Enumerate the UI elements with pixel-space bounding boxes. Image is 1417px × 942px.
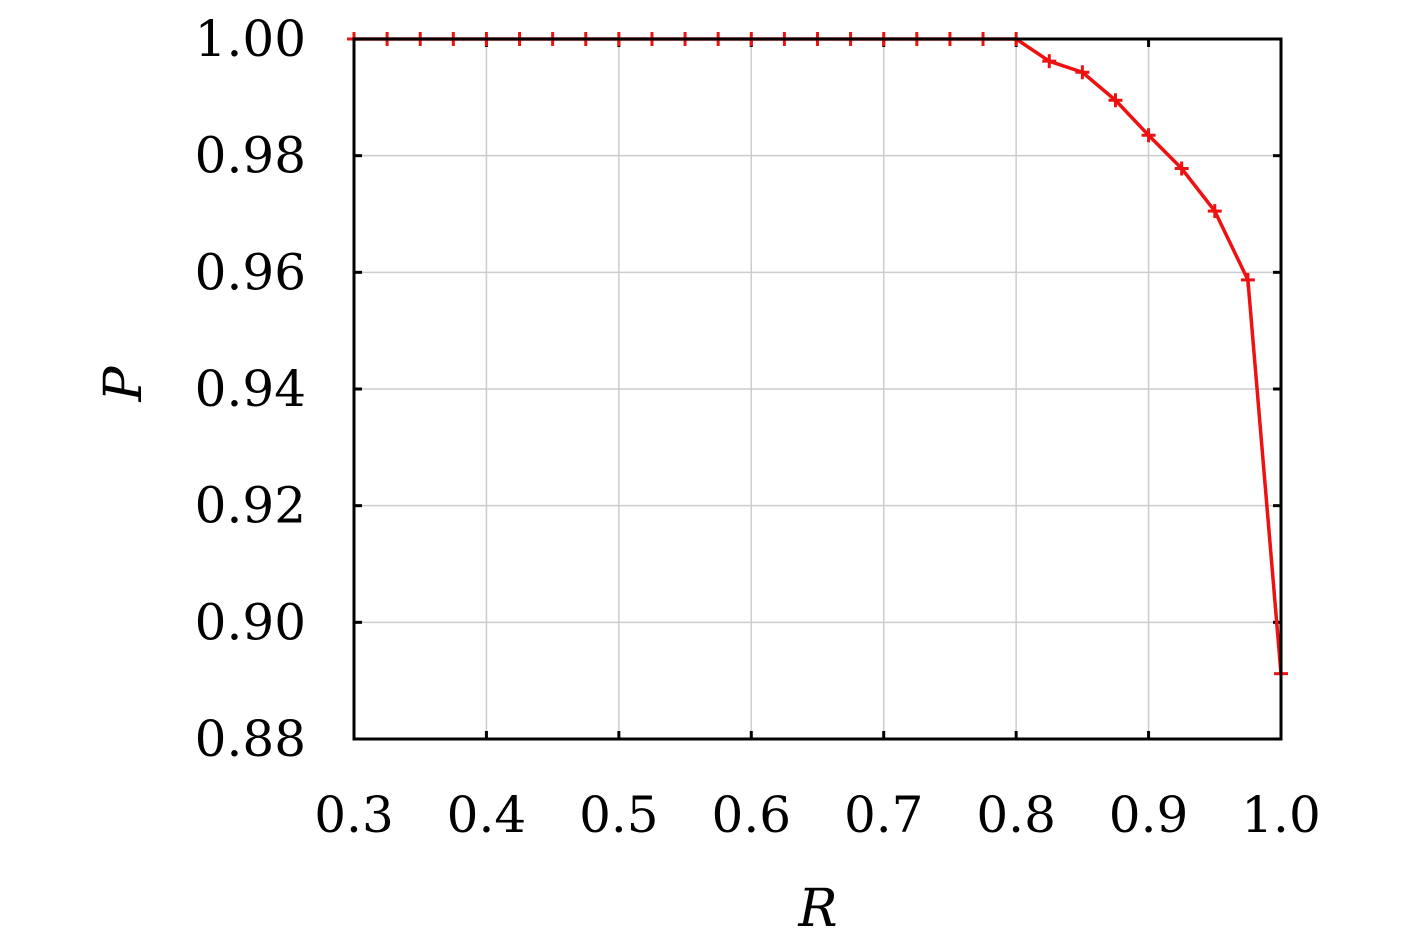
data-point [1075,65,1090,80]
x-tick-label: 0.6 [712,786,792,844]
x-tick-label: 0.3 [314,786,394,844]
x-tick-label: 0.7 [844,786,924,844]
y-tick-label: 0.94 [195,360,306,418]
data-point [1042,54,1057,69]
y-tick-label: 0.98 [195,127,306,185]
x-tick-label: 0.4 [447,786,527,844]
grid-lines [353,38,1282,740]
y-tick-label: 0.92 [195,477,306,535]
y-tick-label: 1.00 [195,10,306,68]
x-tick-label: 1.0 [1241,786,1321,844]
x-tick-label: 0.8 [976,786,1056,844]
data-point [1141,128,1156,143]
data-point [1207,204,1222,219]
y-tick-label: 0.96 [195,243,306,301]
data-point [1240,272,1255,287]
data-point [1108,93,1123,108]
x-tick-label: 0.5 [579,786,659,844]
x-axis-label: R [797,879,837,939]
x-tick-label: 0.9 [1109,786,1189,844]
y-tick-label: 0.88 [195,710,306,768]
x-tick-labels: 0.3 0.4 0.5 0.6 0.7 0.8 0.9 1.0 [314,786,1321,844]
data-point [1174,161,1189,176]
y-tick-label: 0.90 [195,593,306,651]
y-axis-label: P [94,366,154,403]
y-tick-labels: 0.88 0.90 0.92 0.94 0.96 0.98 1.00 [195,10,306,768]
plot-frame [352,37,1283,741]
series-layer [347,32,1288,681]
